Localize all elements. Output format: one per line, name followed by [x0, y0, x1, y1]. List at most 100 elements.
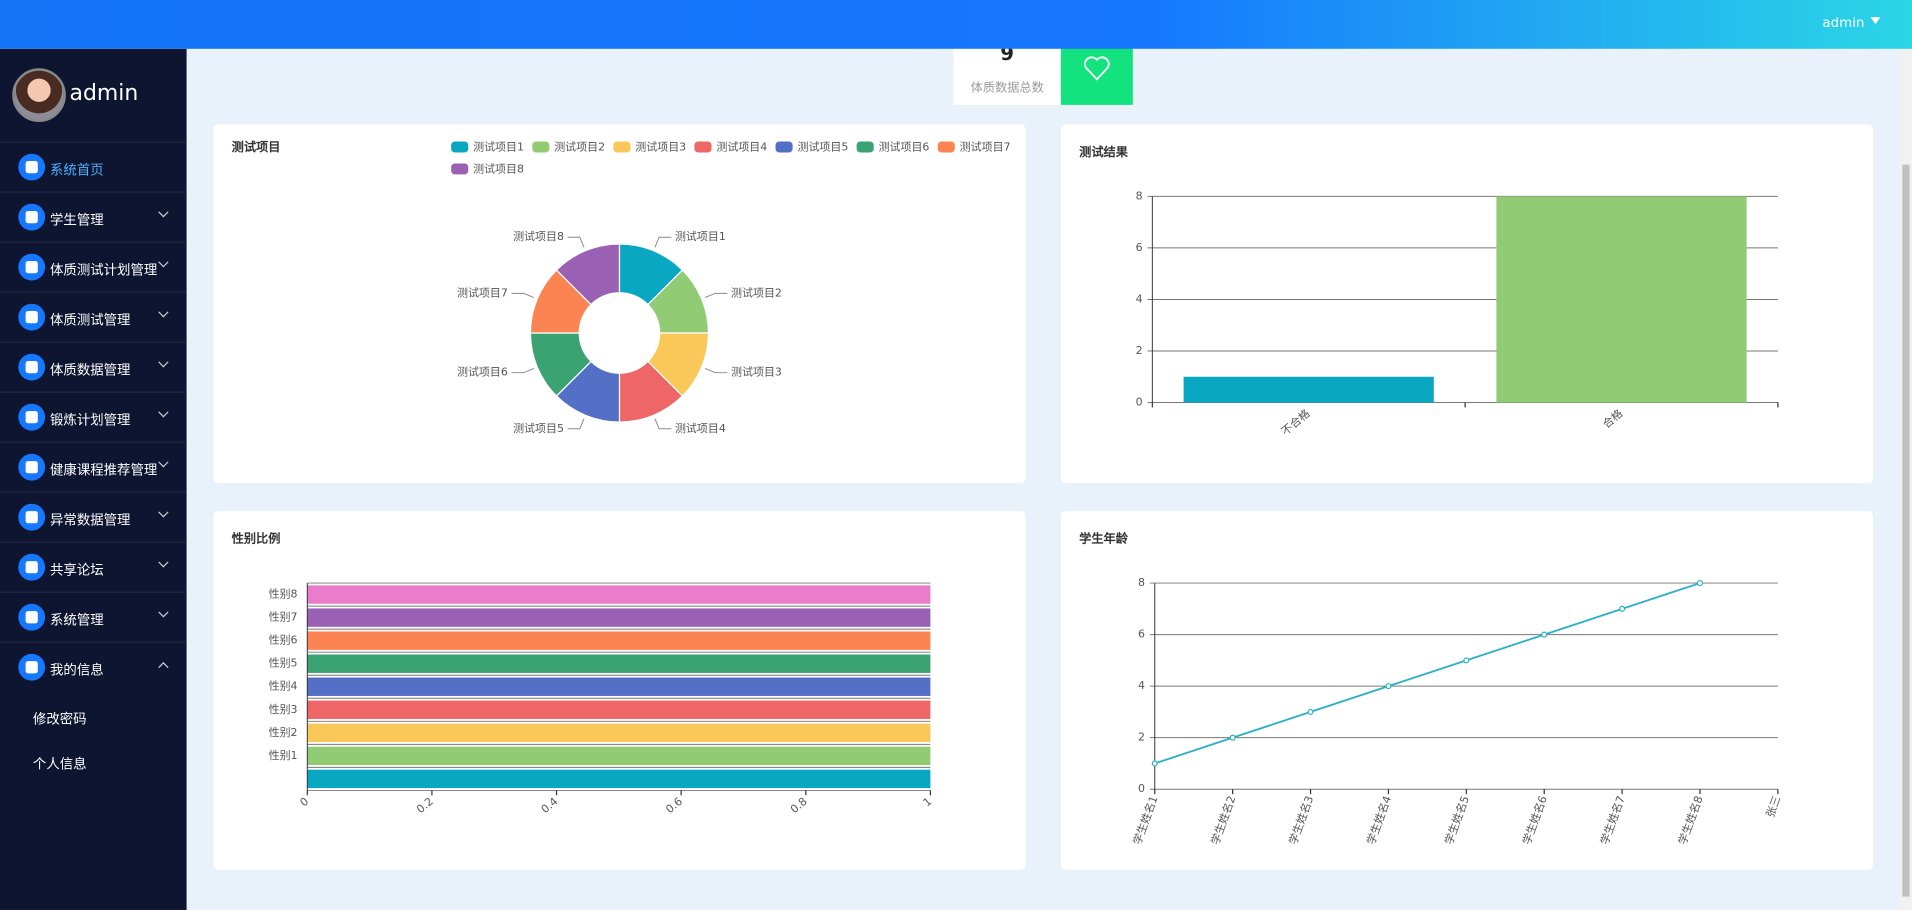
leader-line — [511, 368, 535, 374]
nav-icon — [18, 203, 46, 231]
nav-item[interactable]: 共享论坛 — [0, 541, 187, 593]
x-tick-label: 1 — [921, 795, 935, 809]
y-tick-label: 6 — [1138, 628, 1145, 641]
nav-chevron — [158, 457, 169, 468]
panel: 测试项目 测试项目1 测试项目2 测试项目3 测试项目4 测试项目5 测试项目6 测试项目7 测… — [213, 124, 1026, 484]
nav-item[interactable]: 系统首页 — [0, 141, 187, 192]
y-tick-label: 性别1 — [269, 748, 298, 762]
chart: 测试项目 测试项目1 测试项目2 测试项目3 测试项目4 测试项目5 测试项目6 测试项目7测… — [232, 139, 1011, 435]
y-tick-label: 6 — [1136, 241, 1143, 254]
point — [1307, 708, 1314, 715]
nav-chevron — [158, 507, 169, 518]
nav-item[interactable]: 体质数据管理 — [0, 341, 187, 393]
nav-label: 我的信息 — [49, 662, 104, 679]
nav-icon — [18, 153, 46, 181]
sidebar-user: admin — [69, 80, 139, 107]
nav-chevron — [158, 207, 169, 218]
legend-label: 测试项目3 — [635, 141, 686, 154]
leader-line — [511, 292, 535, 298]
nav-item[interactable]: 异常数据管理 — [0, 491, 187, 543]
y-tick-label: 4 — [1136, 292, 1143, 305]
y-tick-label: 2 — [1136, 344, 1143, 357]
nav-label: 体质测试计划管理 — [49, 262, 158, 279]
nav-icon — [18, 403, 46, 431]
chart-title: 学生年龄 — [1079, 531, 1129, 546]
legend-label: 测试项目1 — [473, 141, 524, 154]
nav-label: 学生管理 — [49, 212, 104, 229]
legend-swatch — [451, 141, 469, 153]
legend-label: 测试项目6 — [879, 141, 930, 154]
heart-icon — [1084, 56, 1110, 81]
nav-label: 体质测试管理 — [49, 312, 131, 329]
x-tick-label: 0.8 — [788, 795, 810, 816]
y-tick-label: 0 — [1136, 396, 1143, 409]
submenu-item[interactable]: 个人信息 — [32, 756, 87, 773]
legend-swatch — [451, 163, 469, 175]
x-tick-label: 0.2 — [414, 795, 436, 816]
point — [1619, 605, 1626, 612]
slice-label: 测试项目4 — [675, 422, 726, 435]
scrollbar[interactable] — [1899, 48, 1912, 910]
y-tick-label: 2 — [1138, 731, 1145, 744]
leader-line — [654, 236, 672, 248]
x-tick-label: 学生姓名2 — [1208, 794, 1239, 847]
legend-swatch — [937, 141, 955, 153]
point — [1385, 683, 1392, 690]
x-tick-label: 学生姓名5 — [1441, 794, 1472, 847]
nav-item[interactable]: 锻炼计划管理 — [0, 391, 187, 443]
nav-label: 锻炼计划管理 — [49, 412, 131, 429]
x-tick-label: 学生姓名8 — [1675, 794, 1706, 847]
nav-item[interactable]: 我的信息 — [0, 641, 187, 693]
slice-label: 测试项目5 — [513, 422, 564, 435]
bar — [307, 700, 931, 720]
nav-item[interactable]: 体质测试管理 — [0, 291, 187, 343]
x-tick-label: 0.6 — [663, 795, 685, 816]
nav-item[interactable]: 学生管理 — [0, 191, 187, 243]
bar — [307, 769, 931, 789]
y-tick-label: 0 — [1138, 782, 1145, 795]
user-menu[interactable]: admin — [1822, 15, 1880, 31]
bar — [307, 677, 931, 696]
slice-label: 测试项目1 — [675, 230, 726, 243]
point — [1541, 631, 1548, 638]
nav-chevron — [158, 662, 169, 673]
x-tick-label: 不合格 — [1278, 406, 1312, 438]
nav-icon — [18, 353, 46, 381]
x-tick-label: 学生姓名1 — [1130, 794, 1161, 847]
y-tick-label: 性别8 — [269, 587, 298, 601]
submenu-item[interactable]: 修改密码 — [32, 711, 87, 728]
chart-title: 性别比例 — [231, 531, 281, 546]
slice-label: 测试项目2 — [731, 286, 782, 299]
x-tick-label: 学生姓名6 — [1519, 794, 1550, 847]
panel: 学生年龄 0 2 4 6 8 学生姓名1 学生姓名2 学生姓名3 学生姓名4 学生姓名5 学生姓名6 学… — [1060, 511, 1873, 870]
bar — [307, 746, 931, 766]
bar — [307, 631, 931, 650]
y-tick-label: 8 — [1138, 576, 1145, 589]
nav-chevron — [158, 307, 169, 318]
nav-icon — [18, 303, 46, 331]
chart-title: 测试结果 — [1079, 144, 1129, 159]
x-tick-label: 学生姓名4 — [1364, 794, 1395, 847]
nav-label: 系统首页 — [49, 162, 104, 179]
nav-item[interactable]: 体质测试计划管理 — [0, 241, 187, 293]
legend-swatch — [613, 141, 631, 153]
nav-chevron — [158, 407, 169, 418]
bar — [307, 585, 931, 604]
leader-line — [567, 236, 585, 248]
x-tick-label: 学生姓名7 — [1597, 794, 1628, 847]
nav-label: 共享论坛 — [49, 562, 104, 579]
y-tick-label: 8 — [1136, 189, 1143, 202]
legend-swatch — [856, 141, 874, 153]
leader-line — [704, 292, 728, 298]
nav-item[interactable]: 健康课程推荐管理 — [0, 441, 187, 493]
scroll-thumb[interactable] — [1902, 164, 1910, 897]
nav-chevron — [158, 607, 169, 618]
nav-item[interactable]: 系统管理 — [0, 591, 187, 643]
leader-line — [567, 418, 585, 430]
legend-swatch — [694, 141, 712, 153]
slice-label: 测试项目6 — [457, 366, 508, 379]
nav-icon — [18, 653, 46, 681]
bar — [307, 608, 931, 627]
chart: 测试结果 0 2 4 6 8 不合格 合格 — [1079, 144, 1779, 438]
